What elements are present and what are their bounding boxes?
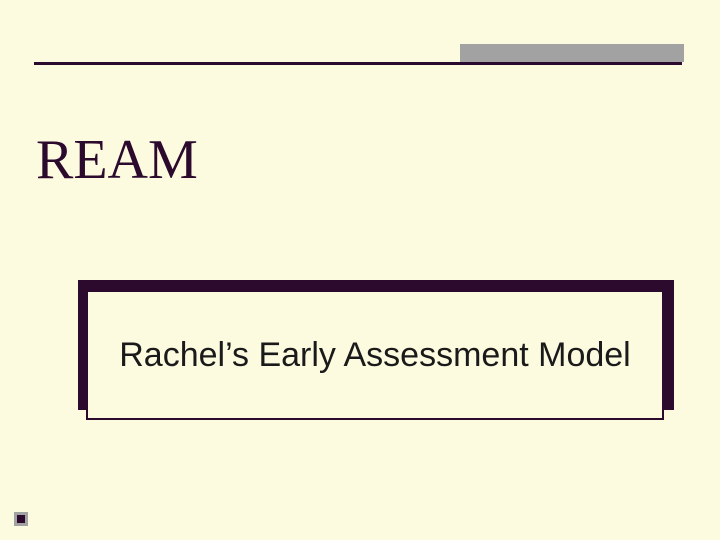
slide-subtitle: Rachel’s Early Assessment Model (119, 335, 630, 376)
subtitle-box: Rachel’s Early Assessment Model (86, 290, 664, 420)
accent-bar (460, 44, 684, 62)
corner-marker-inner (17, 515, 25, 523)
slide-title: REAM (36, 128, 198, 192)
slide: REAM Rachel’s Early Assessment Model (0, 0, 720, 540)
corner-marker (14, 512, 28, 526)
top-rule (34, 62, 682, 65)
